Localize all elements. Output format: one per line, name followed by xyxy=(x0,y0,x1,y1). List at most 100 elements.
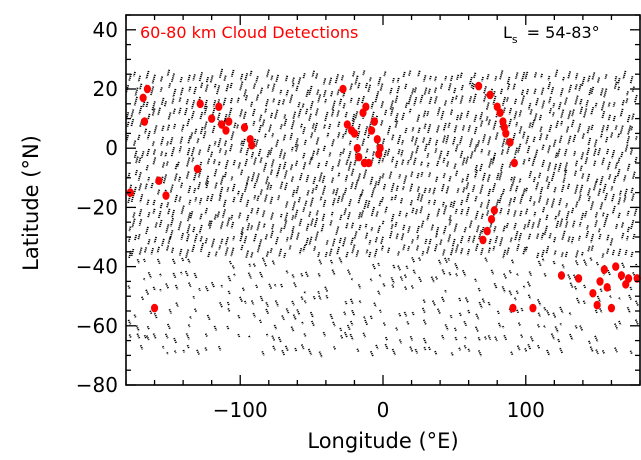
observation-track xyxy=(444,257,449,264)
observation-track xyxy=(407,245,411,251)
observation-track xyxy=(589,257,593,262)
observation-track xyxy=(398,174,402,179)
observation-track xyxy=(597,188,602,196)
observation-track xyxy=(630,126,634,131)
observation-track xyxy=(582,300,586,305)
observation-track xyxy=(614,347,618,353)
observation-track xyxy=(154,222,158,228)
observation-track xyxy=(595,178,599,184)
observation-track xyxy=(487,136,492,146)
observation-track xyxy=(477,350,483,357)
observation-track xyxy=(404,286,408,291)
observation-track xyxy=(472,93,477,104)
observation-track xyxy=(398,210,402,217)
observation-track xyxy=(253,157,257,166)
observation-track xyxy=(179,136,184,144)
observation-track xyxy=(619,108,624,118)
observation-track xyxy=(465,110,470,118)
observation-track xyxy=(502,249,507,259)
observation-track xyxy=(552,312,557,319)
observation-track xyxy=(604,74,608,80)
observation-track xyxy=(317,252,321,258)
observation-track xyxy=(596,77,601,84)
observation-track xyxy=(557,162,562,172)
observation-track xyxy=(476,225,480,233)
observation-track xyxy=(530,120,535,129)
observation-track xyxy=(617,197,622,206)
season-label-value: = 54-83° xyxy=(527,23,600,42)
observation-track xyxy=(481,298,486,304)
observation-track xyxy=(560,120,564,126)
observation-track xyxy=(314,231,319,241)
axis-ticks xyxy=(125,14,641,386)
observation-track xyxy=(271,335,276,341)
observation-track xyxy=(485,102,490,111)
observation-track xyxy=(168,308,173,314)
observation-track xyxy=(216,112,221,121)
observation-track xyxy=(187,136,192,144)
observation-track xyxy=(370,188,375,198)
observation-track xyxy=(301,321,304,325)
observation-track xyxy=(149,310,153,315)
observation-track xyxy=(365,249,369,254)
observation-track xyxy=(474,243,479,252)
observation-track xyxy=(419,94,424,104)
observation-track xyxy=(189,211,194,219)
observation-track xyxy=(167,236,172,244)
observation-track xyxy=(134,169,138,176)
observation-track xyxy=(412,157,417,166)
observation-track xyxy=(368,251,372,258)
cloud-detection-point xyxy=(624,274,633,283)
observation-track xyxy=(239,231,244,242)
observation-track xyxy=(503,273,508,280)
observation-track xyxy=(331,238,336,247)
observation-track xyxy=(300,272,304,277)
observation-track xyxy=(356,348,360,353)
observation-track xyxy=(178,146,182,153)
observation-track xyxy=(416,186,420,193)
observation-track xyxy=(586,126,591,134)
observation-track xyxy=(533,88,537,95)
observation-track xyxy=(577,235,581,241)
observation-track xyxy=(368,121,373,129)
observation-track xyxy=(460,84,464,91)
observation-track xyxy=(603,218,608,228)
observation-track xyxy=(261,210,266,218)
observation-track xyxy=(218,148,222,154)
observation-track xyxy=(536,252,540,259)
observation-track xyxy=(143,247,148,254)
observation-track xyxy=(369,350,375,357)
observation-track xyxy=(447,257,451,261)
observation-track xyxy=(574,95,579,105)
observation-track xyxy=(369,176,374,186)
observation-track xyxy=(230,214,234,220)
observation-track xyxy=(198,72,203,82)
observation-track xyxy=(218,68,224,78)
season-label: Ls = 54-83° xyxy=(503,23,600,46)
observation-track xyxy=(192,74,196,81)
observation-track xyxy=(232,159,236,166)
observation-track xyxy=(397,149,401,155)
observation-track xyxy=(200,82,204,88)
observation-track xyxy=(552,260,556,265)
observation-track xyxy=(626,306,631,314)
observation-track xyxy=(284,182,288,191)
observation-track xyxy=(557,101,562,111)
observation-track xyxy=(498,171,503,181)
observation-track xyxy=(586,188,591,197)
observation-track xyxy=(586,173,591,183)
observation-track xyxy=(310,218,314,226)
observation-track xyxy=(445,135,450,144)
observation-track xyxy=(631,113,635,121)
observation-track xyxy=(362,332,367,338)
observation-track xyxy=(204,285,209,292)
observation-track xyxy=(152,208,156,214)
observation-track xyxy=(514,147,518,156)
observation-track xyxy=(127,285,131,290)
observation-track xyxy=(239,73,244,81)
observation-track xyxy=(515,122,519,127)
observation-track xyxy=(264,262,268,268)
observation-track xyxy=(442,173,446,179)
observation-track xyxy=(633,206,638,216)
observation-track xyxy=(479,163,483,172)
